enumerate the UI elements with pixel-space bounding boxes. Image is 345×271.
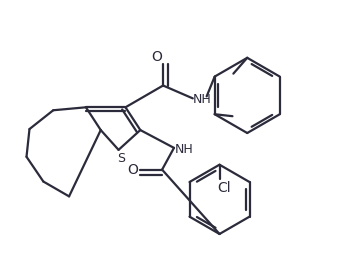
Text: NH: NH [175,143,193,156]
Text: Cl: Cl [218,182,231,195]
Text: O: O [152,50,162,64]
Text: O: O [127,163,138,177]
Text: S: S [118,152,126,165]
Text: NH: NH [192,93,211,106]
